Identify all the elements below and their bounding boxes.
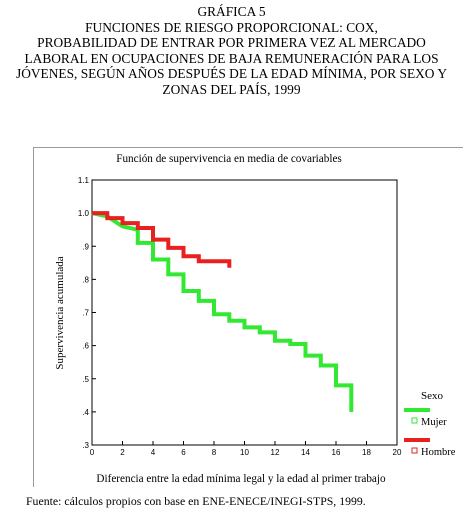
x-tick-label: 18 — [362, 448, 371, 457]
y-tick-label: .3 — [82, 441, 89, 450]
x-tick-label: 20 — [393, 448, 402, 457]
chart-title: Función de supervivencia en media de cov… — [116, 153, 342, 165]
legend-title: Sexo — [421, 390, 444, 402]
title-line: PROBABILIDAD DE ENTRAR POR PRIMERA VEZ A… — [37, 35, 426, 50]
chart-frame — [33, 147, 463, 487]
y-tick-label: .8 — [82, 275, 89, 284]
x-tick-label: 6 — [181, 448, 186, 457]
y-tick-label: 1.1 — [78, 176, 90, 185]
x-tick-label: 8 — [212, 448, 217, 457]
y-tick-label: .9 — [82, 242, 89, 251]
x-tick-label: 16 — [332, 448, 341, 457]
title-line: JÓVENES, SEGÚN AÑOS DESPUÉS DE LA EDAD M… — [15, 66, 447, 81]
legend-marker-mujer — [411, 417, 418, 424]
title-line: ZONAS DEL PAÍS, 1999 — [162, 81, 301, 97]
y-axis-title: Supervivencia acumulada — [54, 256, 66, 369]
y-tick-label: .4 — [82, 408, 89, 417]
figure-label: GRÁFICA 5 — [197, 4, 266, 19]
x-tick-label: 2 — [120, 448, 125, 457]
legend-label-hombre: Hombre — [421, 447, 456, 458]
series-line-hombre — [92, 211, 232, 268]
series-line-mujer — [91, 211, 354, 412]
x-tick-label: 12 — [271, 448, 280, 457]
y-tick-label: .5 — [82, 375, 89, 384]
title-line: FUNCIONES DE RIESGO PROPORCIONAL: COX, — [85, 19, 378, 35]
source-note: Fuente: cálculos propios con base en ENE… — [26, 494, 366, 508]
x-tick-label: 10 — [240, 448, 249, 457]
legend-label-mujer: Mujer — [421, 417, 447, 428]
y-tick-label: .6 — [82, 342, 89, 351]
legend-marker-hombre — [411, 447, 418, 454]
title-line: LABORAL EN OCUPACIONES DE BAJA REMUNERAC… — [24, 50, 439, 66]
y-tick-label: .7 — [82, 309, 89, 318]
x-tick-label: 0 — [90, 448, 95, 457]
chart-heading: GRÁFICA 5 FUNCIONES DE RIESGO PROPORCION… — [0, 4, 463, 97]
x-tick-label: 4 — [151, 448, 156, 457]
y-tick-label: 1.0 — [78, 209, 90, 218]
x-tick-label: 14 — [301, 448, 310, 457]
x-axis-title: Diferencia entre la edad mínima legal y … — [96, 473, 386, 485]
